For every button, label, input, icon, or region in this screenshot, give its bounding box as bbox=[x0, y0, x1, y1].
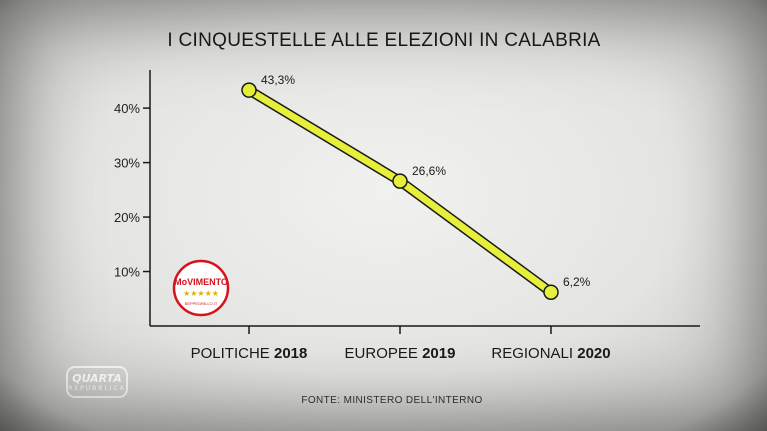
x-tick-label: REGIONALI 2020 bbox=[491, 345, 610, 362]
x-tick-label-year: 2019 bbox=[422, 345, 455, 362]
data-label: 26,6% bbox=[412, 164, 446, 178]
data-point bbox=[241, 82, 257, 98]
y-tick-label: 10% bbox=[114, 265, 140, 280]
chart-title: I CINQUESTELLE ALLE ELEZIONI IN CALABRIA bbox=[167, 30, 600, 51]
y-tick-label: 30% bbox=[114, 156, 140, 171]
broadcaster-logo: QUARTA REPUBBLICA bbox=[66, 366, 128, 398]
data-point bbox=[543, 284, 559, 300]
x-tick-label: POLITICHE 2018 bbox=[191, 345, 308, 362]
y-axis-ticks: 10% 20% 30% 40% bbox=[114, 101, 150, 280]
series-markers bbox=[241, 82, 559, 300]
data-labels: 43,3% 26,6% 6,2% bbox=[261, 73, 591, 289]
x-tick-label-year: 2018 bbox=[274, 345, 307, 362]
movimento-logo: MoVIMENTO ★★★★★ BEPPEGRILLO.IT bbox=[172, 259, 230, 317]
chart-axes bbox=[149, 70, 700, 327]
x-tick-label-name: POLITICHE bbox=[191, 345, 274, 362]
data-point bbox=[392, 173, 408, 189]
broadcaster-name: QUARTA bbox=[72, 372, 122, 385]
y-tick-label: 20% bbox=[114, 210, 140, 225]
x-tick-label-year: 2020 bbox=[577, 345, 610, 362]
logo-stars: ★★★★★ bbox=[183, 289, 219, 298]
x-axis-ticks: POLITICHE 2018 EUROPEE 2019 REGIONALI 2020 bbox=[191, 326, 611, 362]
x-tick-label-name: REGIONALI bbox=[491, 345, 577, 362]
y-tick-label: 40% bbox=[114, 101, 140, 116]
x-tick-label: EUROPEE 2019 bbox=[345, 345, 456, 362]
logo-wordmark: MoVIMENTO bbox=[174, 277, 228, 287]
data-label: 6,2% bbox=[563, 275, 591, 289]
source-note: FONTE: MINISTERO DELL'INTERNO bbox=[301, 395, 482, 406]
logo-subtext: BEPPEGRILLO.IT bbox=[185, 301, 218, 306]
x-tick-label-name: EUROPEE bbox=[345, 345, 423, 362]
series-line-group bbox=[244, 85, 556, 298]
broadcaster-sub: REPUBBLICA bbox=[68, 385, 126, 392]
data-label: 43,3% bbox=[261, 73, 295, 87]
series-line bbox=[245, 86, 555, 296]
